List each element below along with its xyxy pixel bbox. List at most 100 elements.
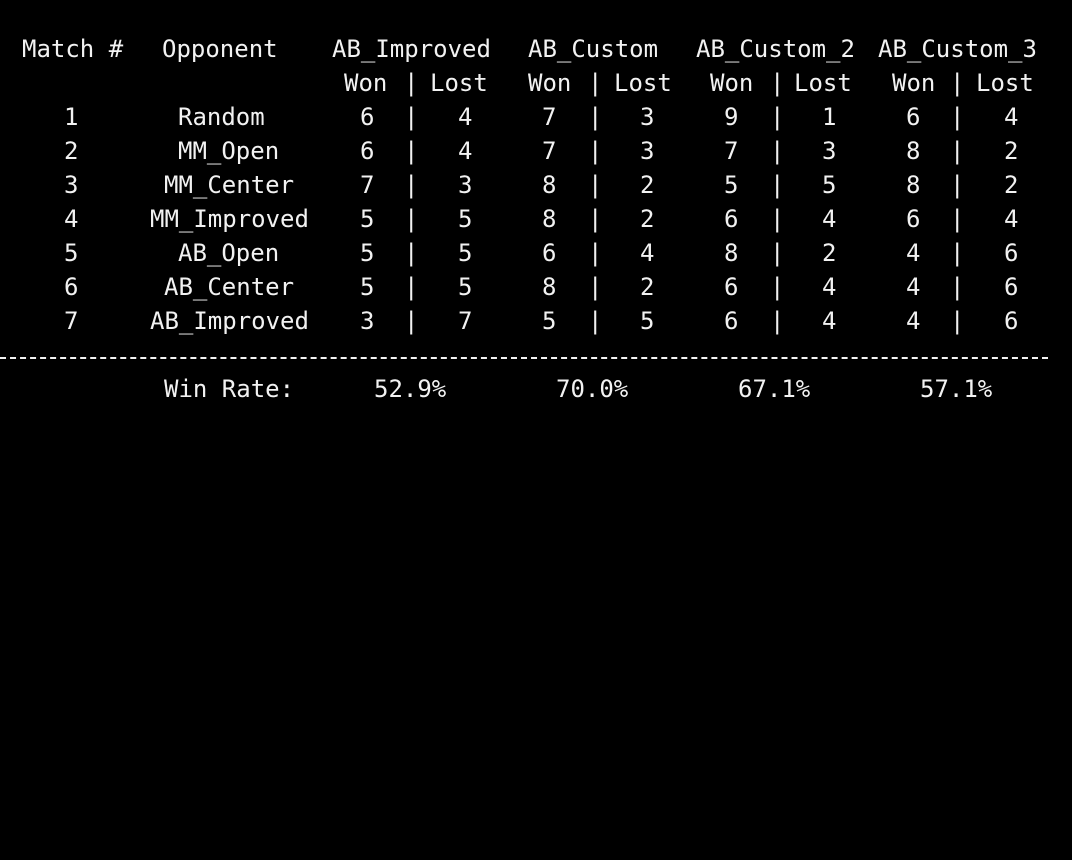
won-value: 4 bbox=[906, 239, 921, 267]
sep: | bbox=[588, 307, 603, 335]
won-value: 7 bbox=[360, 171, 375, 199]
won-value: 5 bbox=[360, 239, 375, 267]
sep: | bbox=[770, 171, 785, 199]
sep: | bbox=[404, 137, 419, 165]
sep: | bbox=[404, 239, 419, 267]
sep: | bbox=[588, 171, 603, 199]
lost-value: 3 bbox=[640, 103, 655, 131]
lost-value: 4 bbox=[458, 103, 473, 131]
lost-value: 4 bbox=[1004, 103, 1019, 131]
lost-value: 7 bbox=[458, 307, 473, 335]
win-rate-label: Win Rate: bbox=[164, 375, 295, 403]
match-number: 3 bbox=[64, 171, 79, 199]
divider bbox=[0, 357, 1048, 363]
lost-value: 4 bbox=[458, 137, 473, 165]
header-agent-ab-custom: AB_Custom bbox=[528, 35, 659, 63]
sep: | bbox=[404, 103, 419, 131]
sep: | bbox=[770, 239, 785, 267]
won-value: 9 bbox=[724, 103, 739, 131]
won-value: 5 bbox=[724, 171, 739, 199]
won-value: 5 bbox=[542, 307, 557, 335]
won-value: 6 bbox=[360, 137, 375, 165]
won-value: 6 bbox=[906, 103, 921, 131]
won-value: 3 bbox=[360, 307, 375, 335]
sep: | bbox=[404, 171, 419, 199]
table-row: 2 MM_Open 6 | 4 7 | 3 7 | 3 8 | 2 bbox=[0, 134, 1018, 168]
won-value: 6 bbox=[724, 205, 739, 233]
match-number: 1 bbox=[64, 103, 79, 131]
lost-value: 3 bbox=[640, 137, 655, 165]
match-number: 5 bbox=[64, 239, 79, 267]
sep: | bbox=[950, 69, 965, 97]
sep: | bbox=[588, 239, 603, 267]
win-rate-ab-improved: 52.9% bbox=[374, 375, 447, 403]
header-row: Match # Opponent AB_Improved AB_Custom A… bbox=[0, 32, 1037, 66]
won-label: Won bbox=[344, 69, 388, 97]
sep: | bbox=[770, 69, 785, 97]
lost-value: 4 bbox=[822, 273, 837, 301]
lost-value: 2 bbox=[640, 171, 655, 199]
win-rate-ab-custom-2: 67.1% bbox=[738, 375, 811, 403]
table-row: 1 Random 6 | 4 7 | 3 9 | 1 6 | 4 bbox=[0, 100, 1018, 134]
lost-value: 6 bbox=[1004, 273, 1019, 301]
sep: | bbox=[588, 273, 603, 301]
won-value: 4 bbox=[906, 307, 921, 335]
header-agent-ab-custom-2: AB_Custom_2 bbox=[696, 35, 855, 63]
sep: | bbox=[770, 307, 785, 335]
opponent-name: Random bbox=[178, 103, 265, 131]
win-rate-row: Win Rate: 52.9% 70.0% 67.1% 57.1% bbox=[0, 372, 992, 406]
terminal-output: Match # Opponent AB_Improved AB_Custom A… bbox=[0, 32, 1048, 406]
header-agent-ab-custom-3: AB_Custom_3 bbox=[878, 35, 1037, 63]
win-rate-ab-custom: 70.0% bbox=[556, 375, 629, 403]
match-number: 2 bbox=[64, 137, 79, 165]
opponent-name: AB_Improved bbox=[150, 307, 309, 335]
lost-value: 1 bbox=[822, 103, 837, 131]
lost-value: 4 bbox=[1004, 205, 1019, 233]
sep: | bbox=[404, 69, 419, 97]
sep: | bbox=[950, 137, 965, 165]
won-value: 8 bbox=[724, 239, 739, 267]
lost-value: 2 bbox=[640, 273, 655, 301]
header-match: Match # bbox=[22, 35, 124, 63]
won-value: 8 bbox=[906, 171, 921, 199]
sep: | bbox=[404, 273, 419, 301]
header-agent-ab-improved: AB_Improved bbox=[332, 35, 491, 63]
lost-value: 4 bbox=[822, 307, 837, 335]
sep: | bbox=[404, 205, 419, 233]
lost-value: 5 bbox=[458, 205, 473, 233]
match-number: 4 bbox=[64, 205, 79, 233]
match-number: 6 bbox=[64, 273, 79, 301]
won-value: 7 bbox=[542, 137, 557, 165]
table-row: 7 AB_Improved 3 | 7 5 | 5 6 | 4 4 | 6 bbox=[0, 304, 1018, 338]
won-value: 5 bbox=[360, 273, 375, 301]
opponent-name: AB_Open bbox=[178, 239, 280, 267]
won-value: 7 bbox=[724, 137, 739, 165]
lost-value: 5 bbox=[640, 307, 655, 335]
opponent-name: MM_Center bbox=[164, 171, 295, 199]
table-row: 4 MM_Improved 5 | 5 8 | 2 6 | 4 6 | 4 bbox=[0, 202, 1018, 236]
sep: | bbox=[770, 137, 785, 165]
won-value: 4 bbox=[906, 273, 921, 301]
lost-value: 5 bbox=[822, 171, 837, 199]
opponent-name: AB_Center bbox=[164, 273, 295, 301]
sep: | bbox=[770, 103, 785, 131]
lost-value: 5 bbox=[458, 273, 473, 301]
won-value: 7 bbox=[542, 103, 557, 131]
sep: | bbox=[950, 103, 965, 131]
opponent-name: MM_Open bbox=[178, 137, 280, 165]
won-value: 6 bbox=[724, 273, 739, 301]
sep: | bbox=[588, 69, 603, 97]
table-row: 3 MM_Center 7 | 3 8 | 2 5 | 5 8 | 2 bbox=[0, 168, 1018, 202]
won-value: 8 bbox=[542, 273, 557, 301]
match-number: 7 bbox=[64, 307, 79, 335]
sep: | bbox=[950, 307, 965, 335]
sep: | bbox=[404, 307, 419, 335]
lost-value: 2 bbox=[822, 239, 837, 267]
opponent-name: MM_Improved bbox=[150, 205, 309, 233]
lost-value: 2 bbox=[1004, 137, 1019, 165]
table-row: 6 AB_Center 5 | 5 8 | 2 6 | 4 4 | 6 bbox=[0, 270, 1018, 304]
won-value: 6 bbox=[724, 307, 739, 335]
sep: | bbox=[950, 205, 965, 233]
header-opponent: Opponent bbox=[162, 35, 278, 63]
lost-value: 3 bbox=[458, 171, 473, 199]
